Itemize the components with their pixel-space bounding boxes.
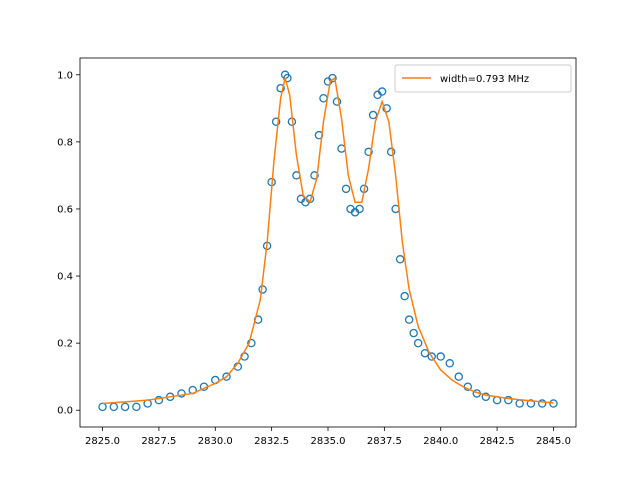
data-point [247, 338, 256, 348]
plot-area [98, 70, 558, 412]
data-point [328, 73, 337, 83]
data-point [368, 110, 378, 120]
y-tick-label: 0.2 [57, 339, 73, 350]
x-tick-label: 2842.5 [480, 436, 515, 447]
data-point [341, 184, 351, 194]
data-point [382, 104, 391, 113]
y-tick-label: 0.0 [57, 406, 73, 417]
x-tick-label: 2835.0 [311, 436, 346, 447]
data-point [132, 402, 141, 412]
data-point [283, 73, 292, 83]
data-point [504, 395, 513, 405]
y-tick-label: 1.0 [57, 70, 73, 81]
data-point [276, 83, 285, 93]
data-point [427, 352, 436, 361]
legend-box [394, 64, 572, 93]
data-point [355, 204, 364, 214]
data-point [409, 328, 418, 338]
data-point [445, 359, 454, 368]
data-point [549, 399, 558, 408]
data-point [436, 352, 445, 361]
data-point [526, 399, 536, 408]
x-tick-label: 2845.0 [536, 436, 571, 447]
data-point [537, 399, 547, 408]
x-tick-label: 2840.0 [423, 436, 458, 447]
x-tick-label: 2825.0 [85, 436, 120, 447]
y-tick-label: 0.4 [57, 272, 73, 283]
x-tick-label: 2827.5 [141, 436, 176, 447]
y-tick-label: 0.6 [57, 204, 73, 215]
x-tick-label: 2832.5 [254, 436, 289, 447]
fit-line [102, 76, 554, 405]
data-point [377, 87, 387, 96]
legend-label: width=0.793 MHz [440, 74, 529, 85]
data-point [364, 147, 373, 157]
data-point [154, 395, 164, 405]
x-tick-label: 2837.5 [367, 436, 402, 447]
data-point [481, 392, 491, 402]
legend: width=0.793 MHz [394, 64, 572, 93]
data-point [413, 338, 423, 348]
data-point [177, 389, 186, 398]
data-point [395, 255, 405, 264]
data-point [400, 291, 409, 301]
data-point [271, 117, 281, 126]
data-point [222, 372, 231, 381]
data-point [310, 171, 319, 180]
data-point [404, 315, 414, 324]
data-point [332, 97, 342, 106]
data-point [420, 348, 430, 358]
data-point [386, 147, 396, 157]
x-tick-label: 2830.0 [198, 436, 233, 447]
data-point [454, 372, 464, 381]
y-tick-label: 0.8 [57, 137, 73, 148]
data-point [120, 402, 130, 412]
axes: 2825.0 2827.5 2830.0 2832.5 2835.0 2837.5 2840… [57, 57, 577, 447]
